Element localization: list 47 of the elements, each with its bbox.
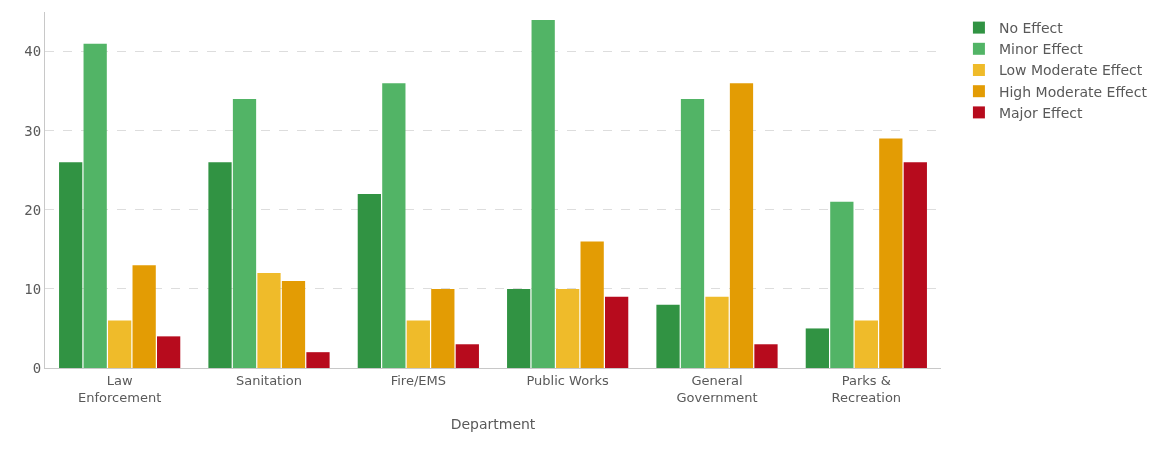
bar [705, 296, 729, 368]
bar [281, 280, 306, 368]
bar [208, 162, 232, 368]
legend-label: Minor Effect [998, 41, 1084, 58]
bar [830, 201, 854, 368]
bar [108, 320, 132, 368]
bar [232, 99, 257, 368]
bar [455, 344, 479, 368]
bar [680, 99, 705, 368]
bar [132, 265, 156, 368]
x-axis-title: Department [450, 415, 536, 432]
bar [805, 328, 829, 368]
bar [879, 138, 903, 368]
bar [531, 19, 555, 368]
bar [431, 288, 455, 368]
y-tick-label: 10 [24, 280, 42, 297]
bar [556, 288, 580, 368]
bar [729, 83, 754, 368]
bar [257, 273, 281, 368]
bar [507, 288, 531, 368]
x-tick-label: Sanitation [235, 372, 303, 388]
y-tick-label: 20 [24, 201, 42, 218]
x-tick-label: General Government [676, 372, 758, 405]
bar [406, 320, 430, 368]
x-tick-label: Parks & Recreation [831, 372, 902, 405]
bar [656, 304, 680, 368]
y-tick-label: 40 [24, 43, 42, 60]
bar [754, 344, 778, 368]
bar [382, 83, 406, 368]
x-tick-label: Public Works [526, 372, 610, 388]
bar [903, 162, 927, 368]
bar [59, 162, 83, 368]
x-tick-label: Law Enforcement [78, 372, 162, 405]
legend-label: Major Effect [998, 104, 1084, 121]
legend-label: High Moderate Effect [998, 83, 1148, 100]
legend-label: No Effect [998, 20, 1064, 37]
bar [854, 320, 878, 368]
bar [83, 43, 107, 368]
bar [580, 241, 604, 368]
bar [357, 193, 381, 368]
x-tick-label: Fire/EMS [390, 372, 446, 388]
bar [306, 352, 330, 368]
y-tick-label: 0 [32, 359, 42, 376]
y-tick-label: 30 [24, 122, 42, 139]
bar [157, 336, 181, 368]
bar [605, 296, 629, 368]
legend-label: Low Moderate Effect [998, 62, 1143, 79]
